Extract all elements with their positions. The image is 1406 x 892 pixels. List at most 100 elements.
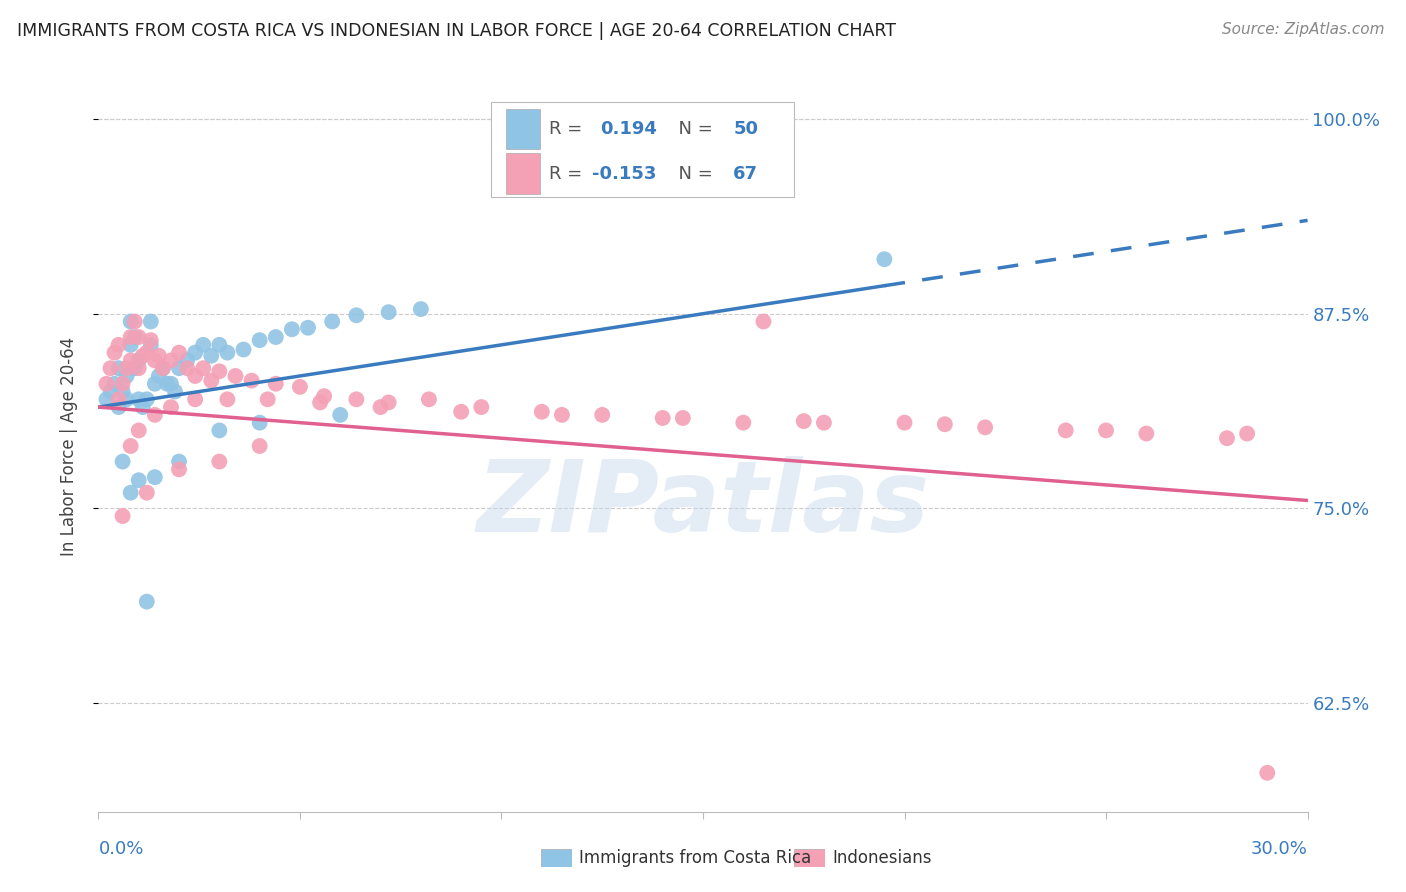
Point [124,314,146,328]
Point [115,392,138,407]
Point [329,408,352,422]
Point [135,345,157,359]
Point [314,389,336,403]
FancyBboxPatch shape [506,109,540,149]
Point [103,345,125,359]
Point [184,392,207,407]
Point [672,411,695,425]
Point [124,330,146,344]
Point [135,485,157,500]
Point [873,252,896,267]
Point [208,424,231,438]
Point [148,368,170,383]
Point [143,470,166,484]
Point [139,338,162,352]
Point [139,333,162,347]
Point [281,322,304,336]
Point [733,416,755,430]
Point [1095,424,1118,438]
Point [934,417,956,432]
Point [152,361,174,376]
Point [208,364,231,378]
Point [115,368,138,383]
Point [409,301,432,316]
Point [240,374,263,388]
Point [135,392,157,407]
Point [160,353,183,368]
Point [297,320,319,334]
Point [530,405,553,419]
Point [1135,426,1157,441]
Point [107,361,129,376]
Point [200,349,222,363]
Point [128,473,150,487]
Point [115,361,138,376]
Text: R =: R = [550,120,589,138]
Point [288,380,311,394]
Point [176,353,198,368]
Point [167,361,190,376]
Point [217,345,239,359]
Point [232,343,254,357]
Point [96,392,118,407]
Point [128,392,150,407]
Point [193,361,215,376]
Point [163,384,186,399]
Text: N =: N = [666,164,718,183]
Point [96,376,118,391]
Text: ZIPatlas: ZIPatlas [477,456,929,553]
Text: Indonesians: Indonesians [832,849,932,867]
Point [184,345,207,359]
Point [321,314,343,328]
Text: R =: R = [550,164,589,183]
Text: N =: N = [666,120,718,138]
Point [128,361,150,376]
Point [256,392,278,407]
Point [450,405,472,419]
FancyBboxPatch shape [506,153,540,194]
Point [120,330,142,344]
Text: 0.0%: 0.0% [98,839,143,858]
Point [752,314,775,328]
Point [370,400,392,414]
Point [132,349,155,363]
Point [184,368,207,383]
Point [167,462,190,476]
Point [107,400,129,414]
Point [377,305,399,319]
Point [160,400,183,414]
Text: IMMIGRANTS FROM COSTA RICA VS INDONESIAN IN LABOR FORCE | AGE 20-64 CORRELATION : IMMIGRANTS FROM COSTA RICA VS INDONESIAN… [17,22,896,40]
Point [148,349,170,363]
Point [249,333,271,347]
Point [124,361,146,376]
Point [249,439,271,453]
Point [156,376,179,391]
Point [264,376,287,391]
Text: Source: ZipAtlas.com: Source: ZipAtlas.com [1222,22,1385,37]
Point [208,338,231,352]
Point [143,408,166,422]
Point [893,416,915,430]
Point [160,376,183,391]
Point [217,392,239,407]
Text: 50: 50 [734,120,758,138]
Point [974,420,997,434]
Text: 67: 67 [734,164,758,183]
Point [128,424,150,438]
Point [1216,431,1239,445]
Point [591,408,613,422]
Point [111,376,134,391]
Point [470,400,492,414]
Point [128,353,150,368]
Point [107,338,129,352]
Point [120,353,142,368]
Point [208,454,231,468]
Point [132,400,155,414]
Point [249,416,271,430]
Point [224,368,246,383]
Point [107,392,129,407]
Point [1054,424,1077,438]
Point [111,509,134,524]
Point [120,439,142,453]
Point [135,594,157,608]
